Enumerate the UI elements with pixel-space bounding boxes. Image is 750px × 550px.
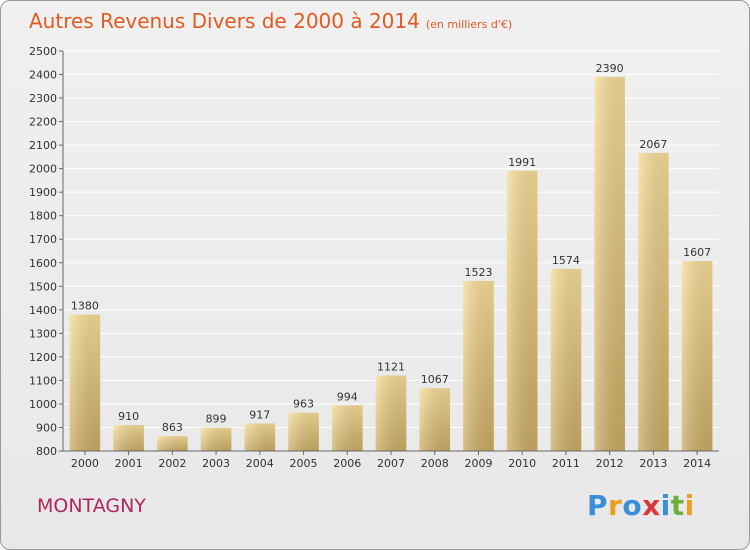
- logo-letter: o: [622, 489, 643, 522]
- y-tick-label: 1700: [29, 233, 57, 246]
- x-tick-label: 2004: [246, 457, 274, 470]
- proxiti-logo: Proxiti: [587, 489, 695, 522]
- bar-shade: [638, 152, 669, 451]
- bar-shade: [69, 314, 101, 451]
- bar-shade: [375, 375, 407, 451]
- bar-value-label: 1523: [464, 266, 492, 279]
- bars-layer: [69, 76, 713, 451]
- x-tick-label: 2009: [464, 457, 492, 470]
- x-tick-label: 2002: [158, 457, 186, 470]
- chart-unit-note: (en milliers d'€): [425, 18, 513, 31]
- bar-value-label: 1607: [683, 246, 711, 259]
- x-tick-label: 2006: [333, 457, 361, 470]
- x-tick-label: 2013: [639, 457, 667, 470]
- bar-shade: [113, 425, 144, 451]
- bar-shade: [157, 436, 188, 451]
- y-tick-label: 1900: [29, 186, 57, 199]
- bar-shade: [331, 405, 363, 451]
- bar-value-label: 1991: [508, 156, 536, 169]
- y-tick-label: 800: [36, 445, 57, 458]
- y-tick-label: 2300: [29, 92, 57, 105]
- x-tick-label: 2012: [596, 457, 624, 470]
- x-tick-label: 2007: [377, 457, 405, 470]
- bar-value-label: 963: [293, 398, 314, 411]
- bar-value-label: 2390: [596, 62, 624, 75]
- bar-shade: [200, 427, 232, 451]
- x-tick-label: 2014: [683, 457, 711, 470]
- logo-letter: P: [587, 489, 609, 522]
- bar-value-label: 917: [249, 408, 270, 421]
- bar-value-label: 994: [337, 390, 358, 403]
- y-tick-label: 900: [36, 421, 57, 434]
- y-tick-label: 1300: [29, 327, 57, 340]
- chart-title-text: Autres Revenus Divers de 2000 à 2014: [29, 9, 420, 33]
- x-tick-label: 2011: [552, 457, 580, 470]
- bar-shade: [463, 280, 494, 451]
- y-tick-label: 2200: [29, 116, 57, 129]
- bar-shade: [419, 388, 451, 451]
- x-tick-label: 2008: [421, 457, 449, 470]
- axis-layer: 800 900 1000 1100 1200 1300 1400 1500 1600 1700 18…: [29, 45, 719, 470]
- bar-shade: [681, 261, 713, 451]
- x-tick-label: 2005: [290, 457, 318, 470]
- bar-shade: [550, 268, 582, 451]
- y-tick-label: 1500: [29, 280, 57, 293]
- logo-letter: r: [608, 489, 623, 522]
- logo-letter: i: [684, 489, 695, 522]
- y-tick-label: 1400: [29, 304, 57, 317]
- bar-shade: [244, 423, 276, 451]
- bar-value-label: 1121: [377, 360, 405, 373]
- y-tick-label: 1000: [29, 398, 57, 411]
- y-tick-label: 1100: [29, 374, 57, 387]
- y-tick-label: 1200: [29, 351, 57, 364]
- bar-shade: [594, 76, 625, 451]
- y-tick-label: 2100: [29, 139, 57, 152]
- y-tick-label: 2500: [29, 45, 57, 58]
- chart-title: Autres Revenus Divers de 2000 à 2014 (en …: [29, 9, 512, 33]
- y-tick-label: 1600: [29, 257, 57, 270]
- x-tick-label: 2003: [202, 457, 230, 470]
- logo-letter: t: [670, 489, 685, 522]
- x-tick-label: 2000: [71, 457, 99, 470]
- bar-value-label: 863: [162, 421, 183, 434]
- bar-value-label: 1574: [552, 254, 580, 267]
- x-tick-label: 2001: [115, 457, 143, 470]
- y-tick-label: 2400: [29, 69, 57, 82]
- labels-layer: 1380 910 863 899 917 963 994 1121 1067 1523 1991 15…: [71, 62, 711, 434]
- bar-value-label: 1067: [421, 373, 449, 386]
- commune-name: MONTAGNY: [37, 495, 146, 517]
- bar-value-label: 1380: [71, 300, 99, 313]
- y-tick-label: 2000: [29, 163, 57, 176]
- x-tick-label: 2010: [508, 457, 536, 470]
- logo-letter: x: [642, 489, 661, 522]
- bar-value-label: 899: [206, 413, 227, 426]
- bar-shade: [288, 412, 319, 451]
- bar-value-label: 2067: [639, 138, 667, 151]
- logo-letter: i: [660, 489, 671, 522]
- bar-shade: [506, 170, 538, 451]
- bar-value-label: 910: [118, 410, 139, 423]
- y-tick-label: 1800: [29, 210, 57, 223]
